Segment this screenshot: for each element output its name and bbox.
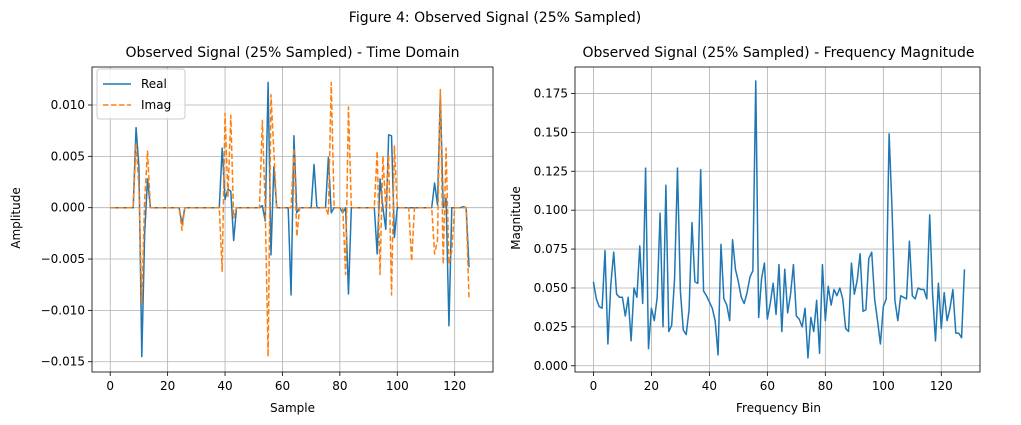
x-tick-label: 120 (443, 379, 466, 393)
y-tick-label: 0.125 (534, 164, 568, 178)
frequency-series (592, 80, 966, 359)
y-tick-label: 0.005 (51, 149, 85, 163)
frequency-title: Observed Signal (25% Sampled) - Frequenc… (582, 45, 974, 61)
frequency-ticks: 0 20 40 60 80 100 120 0.000 0.025 0.050 0.075 0.100… (534, 86, 953, 393)
series-line-magnitude (592, 80, 966, 359)
y-tick-label: 0.000 (51, 201, 85, 215)
x-tick-label: 40 (702, 379, 717, 393)
x-tick-label: 0 (106, 379, 114, 393)
y-tick-label: −0.015 (41, 355, 85, 369)
legend-box (96, 68, 186, 120)
x-tick-label: 20 (160, 379, 175, 393)
frequency-y-label: Magnitude (509, 186, 523, 250)
x-tick-label: 100 (386, 379, 409, 393)
legend: Real Imag (96, 68, 186, 120)
time-domain-ticks: 0 20 40 60 80 100 120 −0.015 −0.010 −0.005 0.000 0.… (41, 98, 467, 393)
x-tick-label: 0 (590, 379, 598, 393)
y-tick-label: 0.150 (534, 125, 568, 139)
x-tick-label: 80 (332, 379, 347, 393)
time-domain-x-label: Sample (270, 401, 315, 415)
figure-title: Figure 4: Observed Signal (25% Sampled) (349, 10, 641, 26)
x-tick-label: 120 (930, 379, 953, 393)
time-domain-y-label: Amplitude (9, 187, 23, 249)
series-line-imag (110, 81, 470, 358)
x-tick-label: 60 (760, 379, 775, 393)
y-tick-label: −0.010 (41, 303, 85, 317)
legend-real-label: Real (141, 77, 167, 91)
frequency-magnitude-chart: Observed Signal (25% Sampled) - Frequenc… (509, 45, 981, 415)
series-line-real (110, 81, 470, 358)
legend-imag-label: Imag (141, 98, 171, 112)
frequency-x-label: Frequency Bin (736, 401, 821, 415)
y-tick-label: 0.025 (534, 320, 568, 334)
y-tick-label: 0.100 (534, 203, 568, 217)
time-domain-title: Observed Signal (25% Sampled) - Time Dom… (125, 45, 459, 61)
y-tick-label: −0.005 (41, 252, 85, 266)
frequency-gridlines (575, 67, 980, 372)
x-tick-label: 20 (644, 379, 659, 393)
y-tick-label: 0.010 (51, 98, 85, 112)
y-tick-label: 0.050 (534, 281, 568, 295)
time-domain-plot-frame (91, 66, 494, 373)
x-tick-label: 80 (818, 379, 833, 393)
x-tick-label: 40 (217, 379, 232, 393)
frequency-plot-frame (574, 66, 981, 373)
x-tick-label: 60 (275, 379, 290, 393)
time-domain-chart: Observed Signal (25% Sampled) - Time Dom… (9, 45, 494, 415)
y-tick-label: 0.175 (534, 86, 568, 100)
x-tick-label: 100 (872, 379, 895, 393)
time-domain-series-imag (110, 81, 470, 358)
y-tick-label: 0.075 (534, 242, 568, 256)
y-tick-label: 0.000 (534, 359, 568, 373)
